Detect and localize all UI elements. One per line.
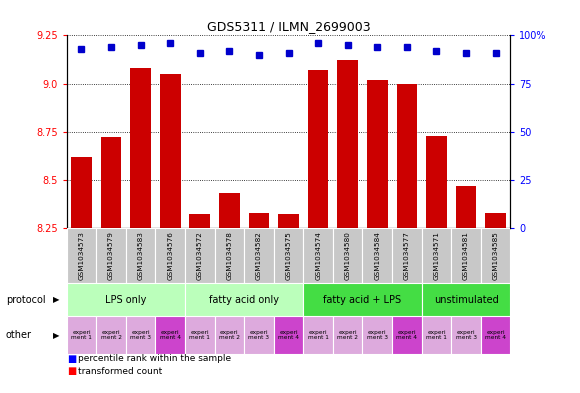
Bar xyxy=(101,138,121,228)
Text: experi
ment 4: experi ment 4 xyxy=(278,330,299,340)
Bar xyxy=(367,80,387,228)
Bar xyxy=(456,185,476,228)
Bar xyxy=(67,228,96,283)
Text: percentile rank within the sample: percentile rank within the sample xyxy=(78,354,231,363)
Bar xyxy=(219,193,240,228)
Text: LPS only: LPS only xyxy=(105,295,147,305)
Text: GSM1034579: GSM1034579 xyxy=(108,231,114,279)
Text: ▶: ▶ xyxy=(53,331,60,340)
Bar xyxy=(303,283,422,316)
Text: GSM1034573: GSM1034573 xyxy=(78,231,85,279)
Bar xyxy=(481,316,510,354)
Text: ■: ■ xyxy=(67,366,76,376)
Text: experi
ment 1: experi ment 1 xyxy=(426,330,447,340)
Text: GSM1034575: GSM1034575 xyxy=(285,231,292,279)
Bar xyxy=(67,283,185,316)
Bar xyxy=(303,316,333,354)
Bar xyxy=(333,316,362,354)
Bar xyxy=(126,316,155,354)
Text: experi
ment 4: experi ment 4 xyxy=(485,330,506,340)
Bar xyxy=(481,228,510,283)
Text: GSM1034571: GSM1034571 xyxy=(433,231,440,279)
Text: experi
ment 3: experi ment 3 xyxy=(455,330,477,340)
Bar xyxy=(397,84,417,228)
Text: GSM1034574: GSM1034574 xyxy=(315,231,321,279)
Bar xyxy=(160,74,180,228)
Bar xyxy=(362,316,392,354)
Title: GDS5311 / ILMN_2699003: GDS5311 / ILMN_2699003 xyxy=(206,20,371,33)
Bar xyxy=(215,316,244,354)
Bar xyxy=(274,228,303,283)
Bar xyxy=(426,136,447,228)
Bar xyxy=(333,228,362,283)
Text: experi
ment 2: experi ment 2 xyxy=(219,330,240,340)
Text: experi
ment 3: experi ment 3 xyxy=(130,330,151,340)
Bar xyxy=(422,283,510,316)
Bar xyxy=(185,228,215,283)
Bar xyxy=(126,228,155,283)
Text: experi
ment 3: experi ment 3 xyxy=(367,330,388,340)
Bar xyxy=(155,316,185,354)
Bar xyxy=(155,228,185,283)
Text: experi
ment 4: experi ment 4 xyxy=(396,330,418,340)
Text: experi
ment 3: experi ment 3 xyxy=(248,330,270,340)
Bar xyxy=(71,157,92,228)
Text: GSM1034582: GSM1034582 xyxy=(256,231,262,279)
Text: GSM1034581: GSM1034581 xyxy=(463,231,469,279)
Bar xyxy=(278,215,299,228)
Text: unstimulated: unstimulated xyxy=(434,295,498,305)
Text: experi
ment 1: experi ment 1 xyxy=(190,330,210,340)
Text: GSM1034577: GSM1034577 xyxy=(404,231,410,279)
Bar xyxy=(422,228,451,283)
Bar xyxy=(244,228,274,283)
Text: GSM1034572: GSM1034572 xyxy=(197,231,203,279)
Text: experi
ment 2: experi ment 2 xyxy=(337,330,358,340)
Bar xyxy=(308,70,328,228)
Text: experi
ment 1: experi ment 1 xyxy=(71,330,92,340)
Text: GSM1034583: GSM1034583 xyxy=(137,231,144,279)
Bar xyxy=(244,316,274,354)
Text: fatty acid + LPS: fatty acid + LPS xyxy=(324,295,401,305)
Bar xyxy=(130,68,151,228)
Bar xyxy=(485,213,506,228)
Text: fatty acid only: fatty acid only xyxy=(209,295,279,305)
Bar xyxy=(362,228,392,283)
Bar xyxy=(392,316,422,354)
Text: GSM1034578: GSM1034578 xyxy=(226,231,233,279)
Bar xyxy=(96,228,126,283)
Bar xyxy=(215,228,244,283)
Bar xyxy=(185,283,303,316)
Text: GSM1034584: GSM1034584 xyxy=(374,231,380,279)
Bar xyxy=(451,316,481,354)
Bar xyxy=(422,316,451,354)
Bar xyxy=(185,316,215,354)
Text: GSM1034585: GSM1034585 xyxy=(492,231,499,279)
Bar xyxy=(303,228,333,283)
Text: experi
ment 4: experi ment 4 xyxy=(160,330,181,340)
Text: other: other xyxy=(6,330,32,340)
Bar xyxy=(274,316,303,354)
Text: ■: ■ xyxy=(67,354,76,364)
Bar xyxy=(96,316,126,354)
Text: ▶: ▶ xyxy=(53,295,60,304)
Bar xyxy=(190,215,210,228)
Bar xyxy=(67,316,96,354)
Bar xyxy=(249,213,269,228)
Text: GSM1034580: GSM1034580 xyxy=(345,231,351,279)
Bar xyxy=(451,228,481,283)
Text: protocol: protocol xyxy=(6,295,45,305)
Bar xyxy=(392,228,422,283)
Text: GSM1034576: GSM1034576 xyxy=(167,231,173,279)
Text: experi
ment 2: experi ment 2 xyxy=(100,330,122,340)
Text: transformed count: transformed count xyxy=(78,367,162,376)
Bar xyxy=(338,61,358,228)
Text: experi
ment 1: experi ment 1 xyxy=(308,330,328,340)
